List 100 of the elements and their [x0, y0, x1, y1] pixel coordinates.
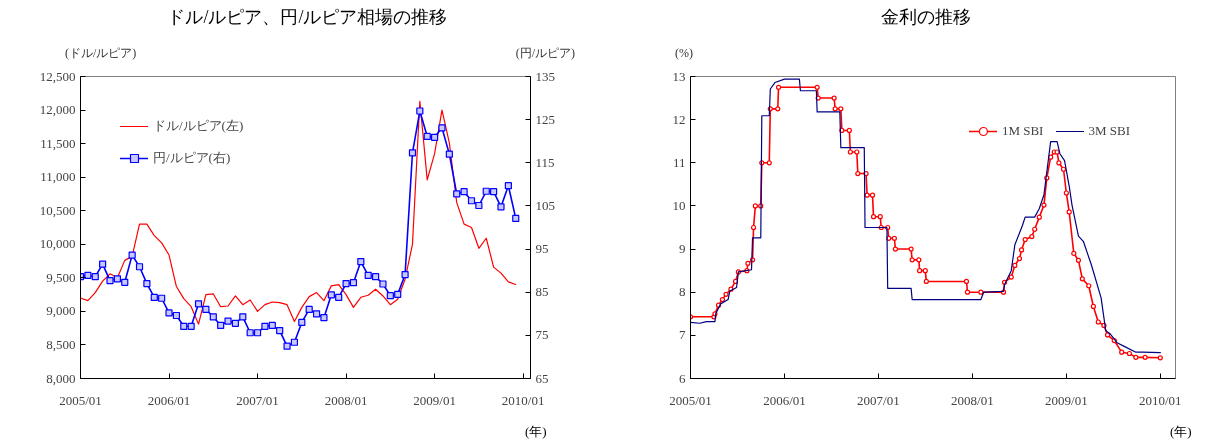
point: [209, 313, 217, 321]
point: [504, 182, 512, 190]
x-tick-label: 2007/01: [857, 392, 900, 408]
x-tick-label: 2010/01: [1139, 392, 1182, 408]
y-tick-label: 8,500: [46, 336, 76, 352]
point: [239, 313, 247, 321]
y2-tick-label: 85: [535, 284, 549, 300]
y-axis-title: (%): [675, 45, 693, 62]
legend-label: 円/ルピア(右): [153, 149, 231, 167]
point: [128, 251, 136, 259]
point: [268, 321, 276, 330]
point: [224, 317, 232, 325]
point: [290, 338, 299, 346]
point: [276, 327, 284, 335]
point: [371, 273, 380, 281]
point: [202, 305, 210, 314]
point: [512, 214, 520, 223]
point: [482, 187, 490, 195]
y2-tick-label: 135: [535, 68, 555, 84]
point: [475, 201, 483, 210]
chart-title: 金利の推移: [881, 6, 971, 29]
point: [217, 321, 225, 330]
x-tick-label: 2006/01: [763, 392, 806, 408]
point: [135, 263, 144, 271]
point: [364, 271, 372, 279]
point: [158, 294, 166, 302]
y-tick-label: 6: [679, 370, 686, 386]
point: [246, 329, 254, 337]
point: [460, 188, 468, 196]
point: [231, 319, 240, 327]
point: [490, 188, 498, 196]
point: [320, 314, 328, 322]
text: (年): [525, 423, 547, 441]
point: [497, 203, 505, 211]
x-tick-label: 2008/01: [951, 392, 994, 408]
point: [180, 322, 188, 330]
y2-tick-label: 95: [535, 241, 549, 257]
y-tick-label: 12: [672, 111, 686, 127]
point: [187, 322, 195, 330]
x-tick-label: 2009/01: [413, 392, 456, 408]
y-tick-label: 10,000: [39, 236, 76, 252]
y2-axis-title: (円/ルピア): [515, 45, 575, 62]
x-tick-label: 2006/01: [147, 392, 191, 408]
point: [379, 280, 387, 288]
x-tick-label: 2008/01: [324, 392, 368, 408]
x-tick-label: 2005/01: [59, 392, 102, 408]
point: [91, 273, 99, 281]
legend-label: 1M SBI: [1001, 123, 1044, 139]
point: [143, 279, 151, 288]
y2-tick-label: 65: [535, 370, 549, 386]
point: [342, 279, 350, 288]
point: [423, 132, 431, 141]
point: [172, 311, 180, 320]
point: [194, 300, 203, 308]
x-tick-label: 2009/01: [1045, 392, 1088, 408]
point: [445, 150, 453, 158]
point: [312, 310, 321, 318]
y2-tick-label: 75: [535, 327, 549, 343]
point: [121, 278, 129, 286]
y2-tick-label: 125: [535, 111, 555, 127]
y-tick-label: 8,000: [46, 370, 76, 386]
point: [438, 124, 446, 132]
y-tick-label: 8: [679, 284, 686, 300]
point: [401, 270, 409, 279]
y2-tick-label: 115: [535, 154, 555, 170]
point: [298, 318, 306, 327]
y-tick-label: 12,500: [39, 68, 76, 84]
y-tick-label: 7: [679, 327, 686, 343]
y-tick-label: 11,000: [40, 169, 76, 185]
point: [84, 271, 92, 279]
point: [327, 291, 335, 299]
point: [283, 342, 291, 350]
y-tick-label: 9: [679, 241, 686, 257]
y-tick-label: 10,500: [39, 202, 76, 218]
y-tick-label: 12,000: [39, 102, 76, 118]
x-tick-label: 2010/01: [501, 392, 545, 408]
y-tick-label: 9,000: [46, 303, 76, 319]
point: [113, 275, 121, 283]
point: [408, 149, 417, 157]
point: [261, 322, 269, 330]
point: [394, 290, 402, 298]
text: (年): [1170, 423, 1192, 441]
point: [106, 276, 114, 285]
point: [165, 309, 173, 317]
point: [150, 293, 158, 301]
point: [467, 197, 476, 205]
point: [431, 133, 439, 141]
y-tick-label: 13: [672, 68, 686, 84]
point: [349, 279, 358, 287]
point: [305, 305, 313, 314]
y-axis-title: (ドル/ルピア): [65, 45, 137, 62]
y-tick-label: 9,500: [46, 269, 76, 285]
point: [253, 329, 262, 337]
point: [416, 107, 424, 115]
point: [453, 190, 461, 198]
point: [335, 293, 343, 301]
x-tick-label: 2005/01: [669, 392, 712, 408]
x-tick-label: 2007/01: [236, 392, 279, 408]
y-tick-label: 10: [672, 197, 686, 213]
point: [357, 257, 365, 266]
